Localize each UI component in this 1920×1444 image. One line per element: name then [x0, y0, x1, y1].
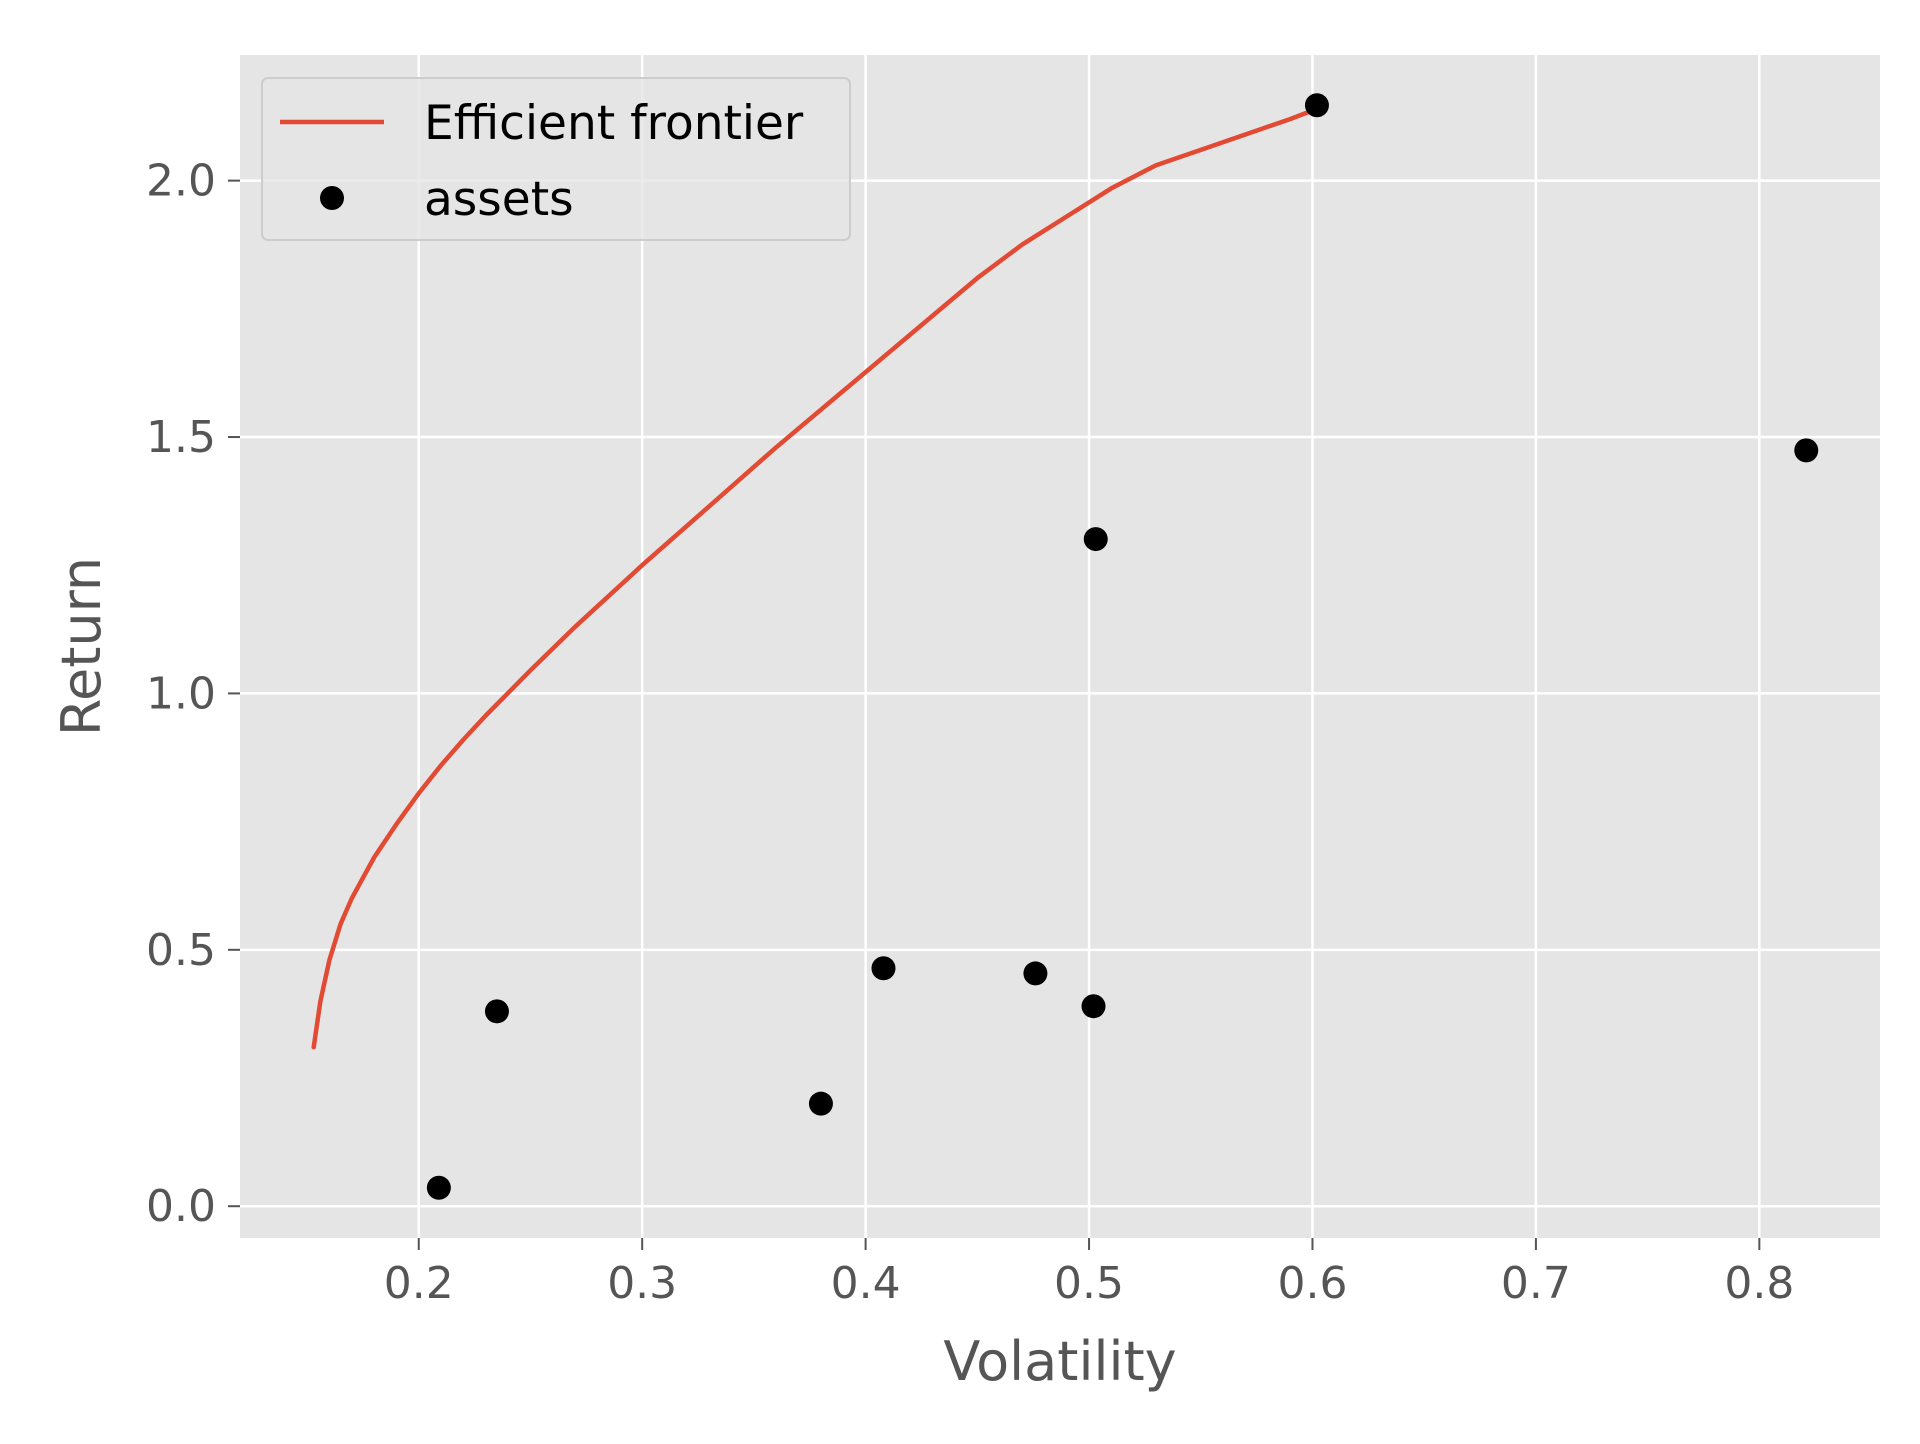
asset-point — [1304, 93, 1329, 118]
legend-label: assets — [424, 172, 574, 227]
y-tick-label: 1.0 — [146, 668, 216, 719]
asset-point — [426, 1175, 451, 1200]
y-tick-label: 0.0 — [146, 1181, 216, 1232]
y-tick-label: 2.0 — [146, 156, 216, 207]
asset-point — [1023, 961, 1048, 986]
x-tick-label: 0.8 — [1724, 1258, 1794, 1309]
asset-point — [1794, 438, 1819, 463]
y-axis-label: Return — [50, 557, 113, 736]
asset-point — [871, 956, 896, 981]
legend-box — [261, 77, 851, 241]
x-tick-label: 0.2 — [384, 1258, 454, 1309]
x-tick-label: 0.7 — [1501, 1258, 1571, 1309]
plot-area — [240, 55, 1880, 1238]
asset-point — [1081, 994, 1106, 1019]
asset-point — [808, 1091, 833, 1116]
legend-marker-swatch — [320, 186, 344, 210]
y-tick-label: 1.5 — [146, 412, 216, 463]
x-tick-label: 0.5 — [1054, 1258, 1124, 1309]
x-tick-label: 0.3 — [607, 1258, 677, 1309]
asset-point — [484, 999, 509, 1024]
y-tick-label: 0.5 — [146, 925, 216, 976]
legend-label: Efficient frontier — [424, 96, 804, 151]
x-tick-label: 0.4 — [831, 1258, 901, 1309]
x-axis-label: Volatility — [943, 1330, 1176, 1393]
frontier-line — [311, 106, 1320, 1050]
asset-point — [1083, 527, 1108, 552]
x-tick-label: 0.6 — [1277, 1258, 1347, 1309]
